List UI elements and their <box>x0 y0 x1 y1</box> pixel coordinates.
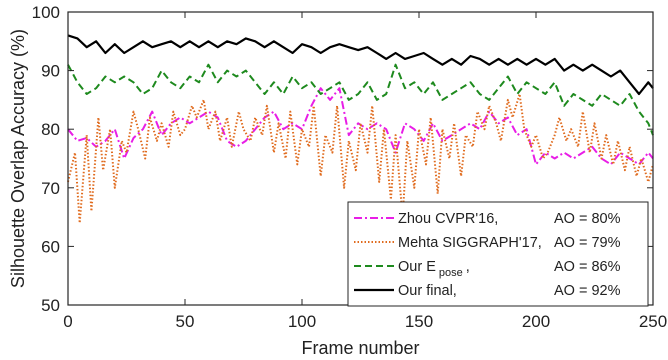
series-line-0 <box>67 87 654 166</box>
series-line-3 <box>67 34 654 96</box>
legend-label-3: Our final, <box>398 283 457 299</box>
legend-ao-2: AO = 86% <box>554 259 621 275</box>
y-tick-label: 80 <box>41 120 60 139</box>
series-layer <box>67 34 654 224</box>
legend-ao-1: AO = 79% <box>554 235 621 251</box>
legend-label-tail: , <box>466 259 470 275</box>
y-tick-label: 90 <box>41 62 60 81</box>
x-tick-label: 0 <box>63 312 72 331</box>
legend-label-0: Zhou CVPR'16, <box>398 211 498 227</box>
legend-label-1: Mehta SIGGRAPH'17, <box>398 235 542 251</box>
legend-label-subscript: pose <box>439 267 463 279</box>
legend-ao-0: AO = 80% <box>554 211 621 227</box>
legend-box <box>347 201 649 307</box>
y-tick-label: 70 <box>41 179 60 198</box>
y-axis-title: Silhouette Overlap Accuracy (%) <box>8 29 28 288</box>
x-axis-title: Frame number <box>301 338 419 358</box>
legend-label-main: Our E <box>398 259 436 275</box>
x-tick-label: 250 <box>639 312 667 331</box>
x-tick-label: 150 <box>405 312 433 331</box>
x-tick-label: 50 <box>176 312 195 331</box>
series-line-2 <box>67 63 654 136</box>
y-tick-label: 50 <box>41 296 60 315</box>
legend: Zhou CVPR'16, AO = 80% Mehta SIGGRAPH'17, A… <box>347 201 649 307</box>
legend-ao-3: AO = 92% <box>554 283 621 299</box>
y-tick-label: 60 <box>41 237 60 256</box>
y-tick-label: 100 <box>32 3 60 22</box>
series-line-1 <box>67 93 654 224</box>
x-tick-label: 200 <box>522 312 550 331</box>
x-tick-label: 100 <box>288 312 316 331</box>
